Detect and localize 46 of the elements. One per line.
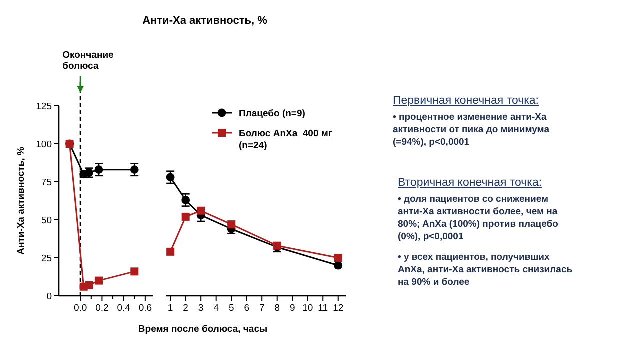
y-tick-label: 25 [41, 254, 52, 264]
y-tick-label: 0 [46, 292, 52, 302]
x-tick-label: 0.4 [117, 303, 130, 314]
point [197, 206, 206, 215]
legend-label: Плацебо (n=9) [239, 108, 306, 120]
x-tick-label: 8 [274, 303, 280, 314]
text: Вторичная конечная точка: [398, 177, 542, 189]
x-tick-label: 10 [302, 303, 314, 314]
x-tick-label: 7 [259, 303, 265, 314]
x-tick-label: 0.6 [138, 303, 152, 314]
point [334, 261, 343, 270]
y-tick-label: 75 [41, 178, 52, 188]
x-tick-label: 0.0 [74, 303, 88, 314]
legend-label: Болюс AnXa 400 мг (n=24) [239, 128, 332, 152]
point [94, 166, 104, 174]
x-tick-label: 5 [228, 303, 234, 314]
x-tick-label: 2 [183, 303, 188, 314]
text: • процентное изменение анти-Ха активности от пика до минимума (=94%), p<0,0001 [393, 112, 550, 148]
x-tick-label: 0.2 [96, 303, 109, 314]
y-tick-label: 125 [36, 102, 52, 112]
x-tick-label: 6 [244, 303, 250, 314]
ref-line-label: Окончание болюса [62, 50, 114, 72]
x-tick-label: 12 [333, 303, 344, 314]
point [166, 173, 175, 182]
text: Первичная конечная точка: [393, 95, 539, 107]
y-tick-label: 100 [36, 140, 52, 150]
point [182, 196, 190, 204]
point [166, 248, 175, 256]
point [85, 281, 94, 290]
x-tick-label: 3 [198, 303, 204, 314]
chart-title: Анти-Ха активность, % [142, 15, 268, 27]
x-axis-title: Время после болюса, часы [138, 324, 268, 335]
y-axis-title: Анти-Ха активность, % [16, 146, 27, 255]
point [94, 276, 103, 285]
point [334, 254, 342, 262]
point [130, 268, 139, 276]
point [182, 212, 190, 221]
x-tick-label: 1 [168, 303, 174, 314]
point [130, 166, 139, 174]
x-tick-label: 9 [290, 303, 296, 314]
text: • у всех пациентов, получивших AnXa, анти-Ха активность снизилась на 90% и более [398, 252, 573, 288]
text: • доля пациентов со снижением анти-Ха активности более, чем на 80%; AnXa (100%) против плацебо (0%), p<0,0001 [398, 194, 559, 242]
y-tick-label: 50 [41, 216, 52, 226]
x-tick-label: 4 [214, 303, 219, 314]
x-tick-label: 11 [318, 303, 328, 314]
point [228, 220, 236, 229]
